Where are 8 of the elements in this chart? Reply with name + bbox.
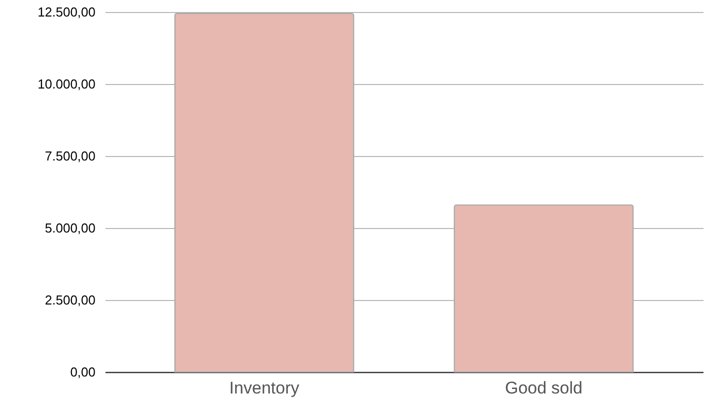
y-tick-label: 7.500,00: [44, 148, 96, 164]
y-tick-label: 10.000,00: [38, 76, 96, 92]
x-tick-label: Good sold: [504, 378, 582, 398]
y-tick-label: 2.500,00: [44, 292, 96, 308]
y-tick-label: 0,00: [70, 364, 96, 380]
y-tick-label: 12.500,00: [38, 4, 96, 20]
y-tick-label: 5.000,00: [44, 220, 96, 236]
x-tick-label: Inventory: [229, 378, 300, 398]
